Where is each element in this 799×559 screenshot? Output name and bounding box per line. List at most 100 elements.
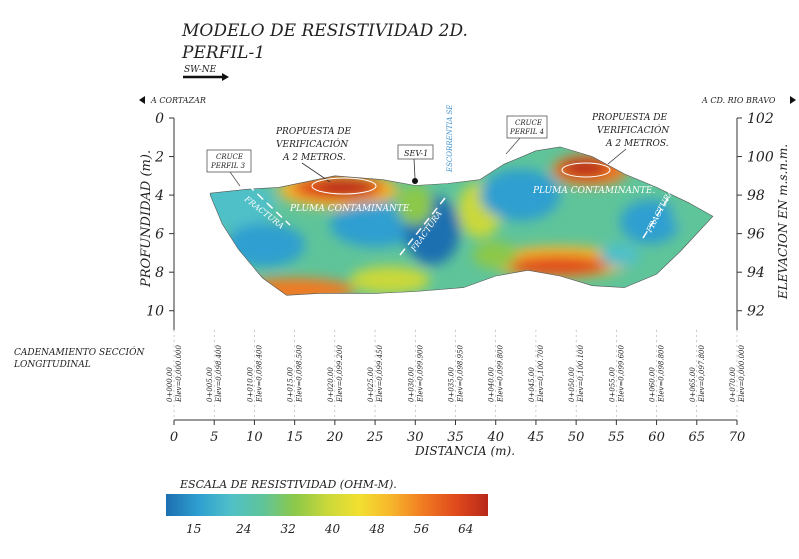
station-elevation: Elev=0,000.000 (738, 345, 746, 403)
distance-tick-label: 40 (486, 430, 504, 445)
elevation-tick-label: 96 (747, 227, 765, 243)
fracture-line-1 (247, 184, 291, 226)
distance-tick-label: 15 (286, 430, 303, 445)
station-chainage: 0+065.00 (689, 367, 697, 402)
station-labels: 0+000.00 Elev=0,000.000 0+005.00 Elev=0,098… (166, 330, 746, 420)
title: MODELO DE RESISTIVIDAD 2D. (181, 21, 468, 41)
sev-marker (412, 178, 418, 184)
cruce4-box (506, 115, 548, 139)
pluma-label-2: PLUMA CONTAMINANTE. (532, 186, 655, 196)
scale-bar (166, 494, 488, 516)
fracture-line-3 (642, 194, 671, 239)
sev-leader (413, 158, 416, 179)
station-elevation: Elev=0,098.800 (658, 345, 666, 403)
distance-tick-label: 30 (407, 430, 424, 445)
station-elevation: Elev=0,100.700 (537, 345, 545, 403)
escorrentia-label: ESCORRENTIA SE (446, 105, 454, 173)
station-chainage: 0+005.00 (206, 367, 214, 402)
pluma-label-1: PLUMA CONTAMINANTE. (289, 204, 412, 214)
station-elevation: Elev=0,098.500 (296, 345, 304, 403)
distance-tick-label: 20 (326, 430, 344, 445)
prop1-outline (311, 177, 377, 195)
distance-tick-label: 60 (648, 430, 665, 445)
station-chainage: 0+070.00 (729, 367, 737, 402)
right-direction: A CD. RIO BRAVO (701, 96, 776, 105)
station-chainage: 0+050.00 (568, 367, 576, 402)
elevation-tick-label: 98 (747, 188, 765, 204)
cruce3-box (206, 149, 252, 173)
cruce4-leader (505, 137, 521, 155)
station-elevation: Elev=0,099.800 (497, 345, 505, 403)
scale-tick-label: 24 (235, 522, 251, 536)
station-elevation: Elev=0,099.600 (617, 345, 625, 403)
station-chainage: 0+020.00 (327, 367, 335, 402)
prop1-line-a: PROPUESTA DE (275, 127, 352, 137)
station-chainage: 0+045.00 (528, 367, 536, 402)
side-label-line2: LONGITUDINAL (13, 360, 91, 370)
distance-tick-label: 0 (170, 430, 178, 445)
depth-axis-label: PROFUNDIDAD (m). (139, 150, 154, 288)
left-direction: A CORTAZAR (150, 96, 206, 105)
prop1-line-c: A 2 METROS. (282, 153, 346, 163)
elevation-tick-label: 102 (747, 111, 774, 127)
depth-tick-label: 0 (155, 111, 164, 127)
elevation-axis: 102 100 98 96 94 92 (737, 111, 774, 320)
station-elevation: Elev=0,099.450 (376, 345, 384, 403)
distance-axis-label: DISTANCIA (m). (414, 444, 515, 458)
scale-tick-label: 64 (458, 522, 473, 536)
station-chainage: 0+000.00 (166, 367, 174, 402)
cruce3-leader (229, 171, 241, 187)
station-chainage: 0+040.00 (488, 367, 496, 402)
station-elevation: Elev=0,097.800 (698, 345, 706, 403)
sev-label: SEV-1 (404, 149, 428, 158)
distance-tick-label: 10 (246, 430, 263, 445)
station-elevation: Elev=0,098.400 (255, 345, 263, 403)
left-arrow-icon (139, 96, 145, 104)
depth-tick-label: 6 (155, 227, 164, 243)
cruce3-text-b: PERFIL 3 (210, 162, 246, 170)
station-chainage: 0+055.00 (608, 367, 616, 402)
scale-tick-label: 40 (324, 522, 341, 536)
station-chainage: 0+060.00 (649, 367, 657, 402)
station-chainage: 0+025.00 (367, 367, 375, 402)
depth-tick-label: 2 (154, 150, 164, 166)
scale-tick-label: 56 (414, 522, 430, 536)
prop2-line-c: A 2 METROS. (605, 139, 669, 149)
subtitle: PERFIL-1 (181, 43, 265, 63)
profile-outline (209, 146, 714, 296)
distance-axis: 0 5 10 15 20 25 30 35 40 45 50 55 60 65 70 (170, 420, 745, 445)
station-elevation: Elev=0,099.200 (336, 345, 344, 403)
sev-box (397, 144, 434, 160)
depth-tick-label: 4 (154, 188, 164, 204)
distance-tick-label: 5 (210, 430, 218, 445)
prop2-line-a: PROPUESTA DE (591, 113, 668, 123)
direction-label: SW-NE (184, 65, 217, 75)
right-arrow-icon (790, 96, 796, 104)
depth-tick-label: 10 (146, 304, 164, 320)
scale-tick-label: 32 (280, 522, 295, 536)
cruce4-text-b: PERFIL 4 (509, 128, 544, 136)
scale-title: ESCALA DE RESISTIVIDAD (OHM-M). (179, 478, 397, 491)
prop2-outline (561, 162, 611, 178)
elevation-axis-label: ELEVACION EN m.s.n.m. (776, 144, 790, 300)
prop2-line-b: VERIFICACIÓN (597, 124, 670, 136)
distance-tick-label: 35 (447, 430, 464, 445)
prop1-leader (301, 162, 331, 183)
depth-tick-label: 8 (155, 265, 164, 281)
prop1-line-b: VERIFICACIÓN (276, 138, 349, 150)
distance-tick-label: 70 (729, 430, 746, 445)
distance-tick-label: 25 (366, 430, 384, 445)
scale-ticks: 15 24 32 40 48 56 64 (186, 522, 473, 536)
scale-tick-label: 48 (368, 522, 385, 536)
elevation-tick-label: 94 (747, 265, 765, 281)
station-chainage: 0+035.00 (448, 367, 456, 402)
elevation-tick-label: 92 (747, 304, 765, 320)
side-label-line1: CADENAMIENTO SECCIÓN (14, 346, 145, 358)
depth-axis: 0 2 4 6 8 10 (146, 111, 174, 320)
station-elevation: Elev=0,098.950 (457, 345, 465, 403)
station-chainage: 0+010.00 (246, 367, 254, 402)
station-elevation: Elev=0,000.000 (175, 345, 183, 403)
distance-tick-label: 55 (608, 430, 625, 445)
